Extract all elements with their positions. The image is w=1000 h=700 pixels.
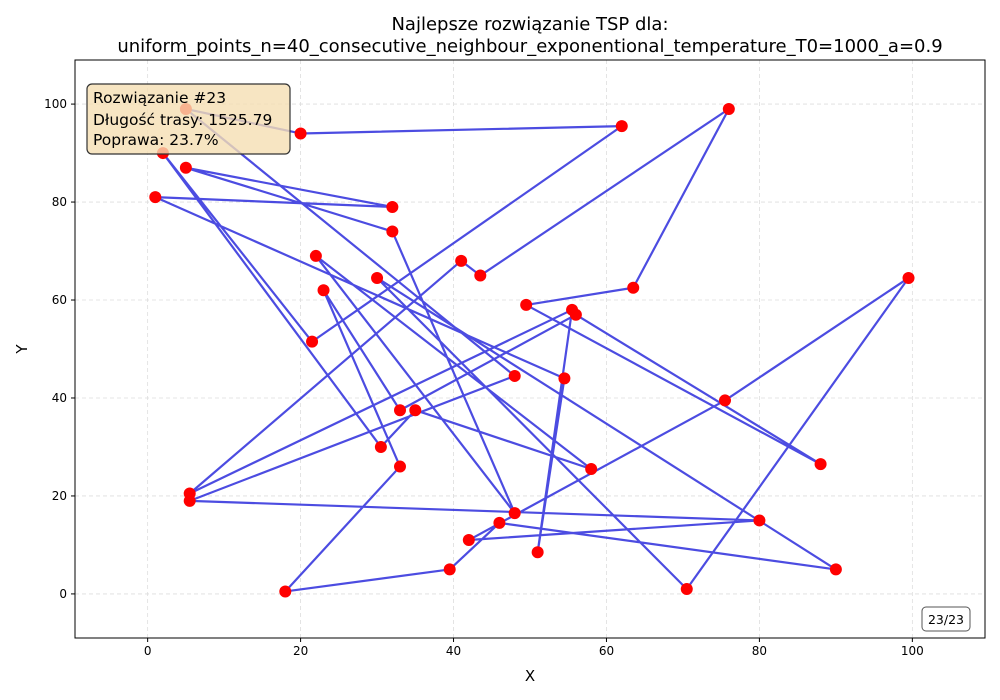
chart-title-line1: Najlepsze rozwiązanie TSP dla: bbox=[391, 14, 668, 35]
x-tick-label: 60 bbox=[599, 644, 614, 658]
y-tick-label: 0 bbox=[59, 587, 67, 601]
city-point bbox=[179, 161, 192, 174]
city-point bbox=[615, 120, 628, 133]
city-point bbox=[462, 534, 475, 547]
y-tick-label: 80 bbox=[52, 195, 67, 209]
city-point bbox=[722, 102, 735, 115]
x-tick-label: 100 bbox=[901, 644, 924, 658]
y-tick-label: 60 bbox=[52, 293, 67, 307]
city-point bbox=[558, 372, 571, 385]
frame-counter-text: 23/23 bbox=[928, 612, 964, 627]
x-tick-label: 80 bbox=[752, 644, 767, 658]
city-point bbox=[680, 583, 693, 596]
frame-counter-box bbox=[921, 606, 971, 632]
city-point bbox=[814, 458, 827, 471]
city-point bbox=[374, 440, 387, 453]
city-point bbox=[386, 225, 399, 238]
y-tick-label: 40 bbox=[52, 391, 67, 405]
city-point bbox=[585, 463, 598, 476]
city-point bbox=[371, 271, 384, 284]
x-tick-label: 0 bbox=[144, 644, 152, 658]
city-point bbox=[386, 200, 399, 213]
chart-title-line2: uniform_points_n=40_consecutive_neighbou… bbox=[117, 36, 942, 57]
city-point bbox=[317, 284, 330, 297]
info-box-improvement: Poprawa: 23.7% bbox=[93, 131, 219, 149]
city-point bbox=[508, 369, 521, 382]
city-point bbox=[829, 563, 842, 576]
city-point bbox=[149, 191, 162, 204]
frame-counter: 23/23 bbox=[921, 606, 971, 632]
city-point bbox=[279, 585, 292, 598]
city-point bbox=[902, 271, 915, 284]
city-point bbox=[520, 298, 533, 311]
x-tick-label: 40 bbox=[446, 644, 461, 658]
city-point bbox=[569, 308, 582, 321]
city-point bbox=[627, 281, 640, 294]
info-box-route-length: Długość trasy: 1525.79 bbox=[93, 111, 272, 129]
x-tick-label: 20 bbox=[293, 644, 308, 658]
city-point bbox=[753, 514, 766, 527]
y-tick-label: 20 bbox=[52, 489, 67, 503]
city-point bbox=[183, 494, 196, 507]
info-box-background bbox=[86, 83, 291, 155]
y-tick-label: 100 bbox=[44, 97, 67, 111]
info-box: Rozwiązanie #23 Długość trasy: 1525.79 P… bbox=[86, 83, 291, 155]
city-point bbox=[306, 335, 319, 348]
info-box-solution-number: Rozwiązanie #23 bbox=[93, 89, 226, 107]
city-point bbox=[493, 516, 506, 529]
city-point bbox=[409, 404, 422, 417]
city-point bbox=[309, 249, 322, 262]
y-axis-label: Y bbox=[13, 344, 31, 355]
city-point bbox=[719, 394, 731, 407]
city-point bbox=[508, 507, 521, 520]
axis-ticks: 0 20 40 60 80 100 0 20 40 60 80 100 bbox=[44, 97, 924, 658]
city-point bbox=[443, 563, 456, 576]
city-point bbox=[294, 127, 307, 140]
city-point bbox=[394, 460, 406, 473]
city-point bbox=[394, 404, 406, 417]
city-point bbox=[455, 254, 468, 267]
x-axis-label: X bbox=[525, 667, 535, 685]
plot-frame bbox=[74, 59, 986, 639]
city-point bbox=[531, 546, 544, 559]
city-point bbox=[474, 269, 487, 282]
